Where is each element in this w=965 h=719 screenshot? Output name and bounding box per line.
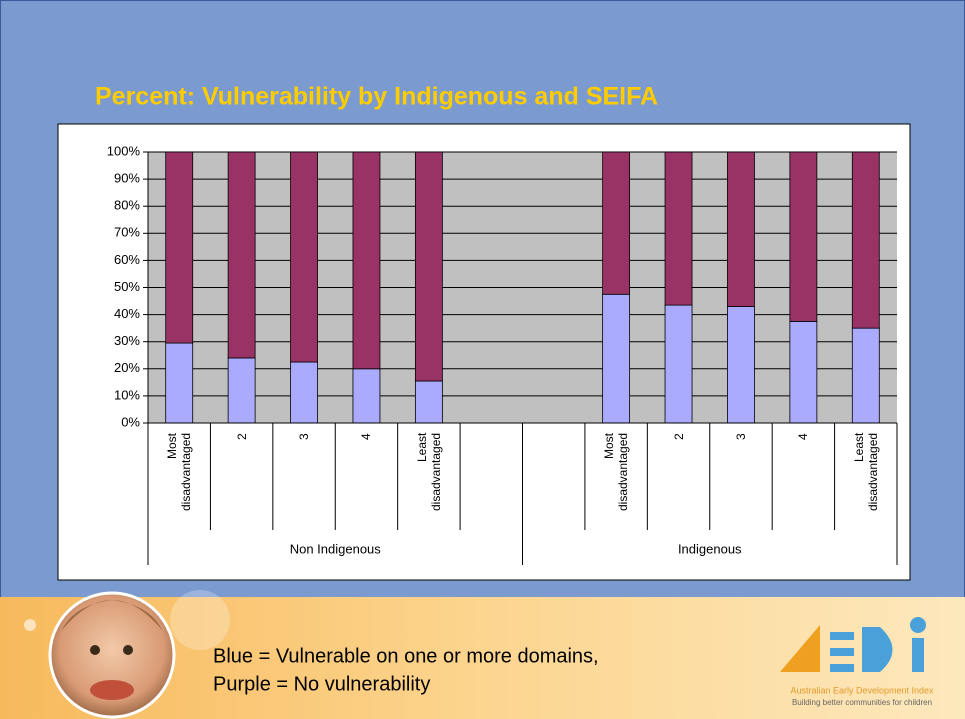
y-tick-label: 70% [114, 225, 140, 240]
child-mouth [90, 680, 134, 700]
x-tick-label: 2 [672, 433, 686, 525]
x-tick-label: Least disadvantaged [852, 433, 880, 525]
bar-segment [852, 152, 879, 328]
y-tick-label: 20% [114, 360, 140, 375]
y-tick-label: 60% [114, 252, 140, 267]
bar-segment [291, 152, 318, 362]
y-tick-label: 40% [114, 306, 140, 321]
y-tick-label: 80% [114, 198, 140, 213]
logo-i [912, 638, 924, 672]
logo-name: Australian Early Development Index [790, 685, 934, 695]
bar-segment [852, 328, 879, 423]
bar-segment [166, 343, 193, 423]
bar-segment [603, 152, 630, 294]
x-tick-label: 2 [235, 433, 249, 525]
decor-dot [24, 619, 36, 631]
y-tick-label: 90% [114, 171, 140, 186]
logo-e [830, 648, 854, 656]
bar-segment [353, 369, 380, 423]
bar-segment [665, 305, 692, 423]
y-tick-label: 30% [114, 333, 140, 348]
y-tick-label: 50% [114, 279, 140, 294]
x-tick-label: 4 [796, 433, 810, 525]
footer-text: Blue = Vulnerable on one or more domains… [213, 645, 599, 667]
x-tick-label: Least disadvantaged [415, 433, 443, 525]
bar-segment [228, 152, 255, 358]
child-eye [123, 645, 133, 655]
group-label: Indigenous [678, 541, 742, 556]
logo-i-dot [910, 617, 926, 633]
bar-segment [727, 152, 754, 306]
bar-segment [166, 152, 193, 343]
bar-segment [228, 358, 255, 423]
bar-segment [603, 294, 630, 423]
y-tick-label: 10% [114, 387, 140, 402]
slide: Percent: Vulnerability by Indigenous and… [0, 0, 965, 719]
y-tick-label: 0% [121, 414, 140, 429]
x-tick-label: 3 [297, 433, 311, 525]
bar-segment [727, 306, 754, 423]
bar-segment [790, 321, 817, 423]
child-eye [90, 645, 100, 655]
bar-segment [353, 152, 380, 369]
bar-segment [665, 152, 692, 305]
bar-segment [291, 362, 318, 423]
x-tick-label: 3 [734, 433, 748, 525]
bar-segment [415, 381, 442, 423]
x-tick-label: Most disadvantaged [602, 433, 630, 525]
bar-segment [790, 152, 817, 321]
group-label: Non Indigenous [290, 541, 382, 556]
logo-tagline: Building better communities for children [792, 698, 932, 707]
bar-segment [415, 152, 442, 381]
footer-text: Purple = No vulnerability [213, 673, 430, 695]
decor-dot [170, 590, 230, 650]
y-tick-label: 100% [107, 143, 141, 158]
chart-title: Percent: Vulnerability by Indigenous and… [95, 83, 658, 111]
logo-e [830, 632, 854, 640]
logo-e [830, 664, 854, 672]
slide-canvas: Percent: Vulnerability by Indigenous and… [0, 0, 965, 719]
x-tick-label: 4 [359, 433, 373, 525]
x-tick-label: Most disadvantaged [165, 433, 193, 525]
